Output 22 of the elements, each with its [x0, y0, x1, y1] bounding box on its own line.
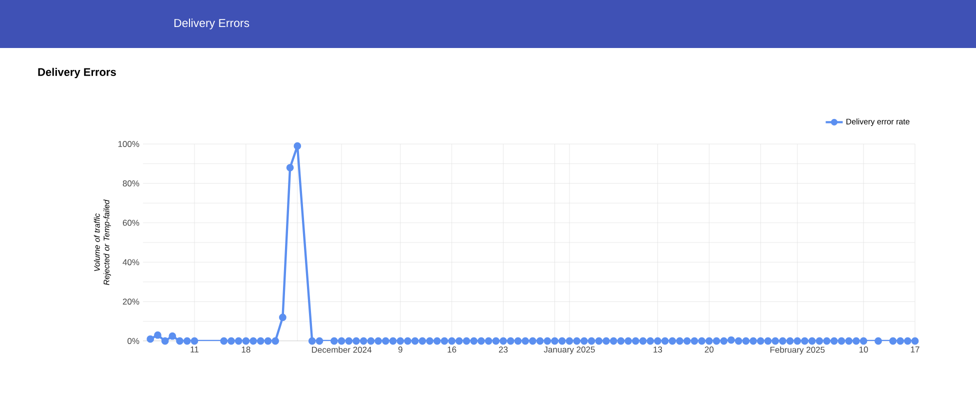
x-tick-label: 20 [704, 346, 714, 353]
x-tick-label: January 2025 [544, 346, 595, 354]
x-tick-label: 11 [190, 346, 198, 352]
x-tick-label: 16 [448, 346, 456, 353]
x-tick-label: 17 [910, 346, 920, 352]
x-tick-label: 10 [859, 346, 868, 353]
x-tick-label: 13 [654, 346, 662, 353]
x-tick-label: 23 [498, 346, 508, 353]
x-tick-label: February 2025 [770, 346, 825, 354]
x-tick-label: December 2024 [312, 346, 372, 353]
legend-label: Delivery error rate [846, 118, 910, 126]
y-tick-label: 0% [128, 338, 140, 344]
x-tick-label: 9 [398, 346, 402, 353]
y-tick-label: 60% [122, 220, 140, 226]
y-tick-label: 100% [118, 140, 140, 147]
x-tick-label: 18 [242, 346, 250, 353]
y-tick-label: 20% [122, 298, 140, 305]
chart-title: Delivery Errors [38, 68, 116, 78]
y-tick-label: 40% [122, 259, 140, 266]
y-axis-title: Volume of traffic Rejected or Temp-failed [94, 200, 111, 286]
y-tick-label: 80% [122, 180, 140, 186]
text: Delivery Errors [174, 18, 250, 30]
